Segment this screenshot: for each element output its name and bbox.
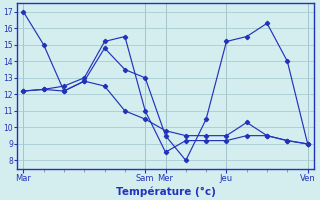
X-axis label: Température (°c): Température (°c) <box>116 186 215 197</box>
